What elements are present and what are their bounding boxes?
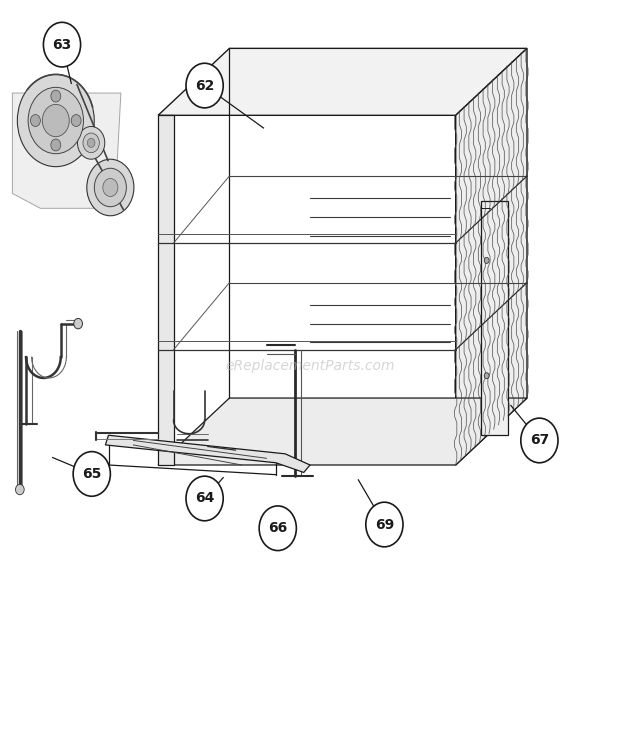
Circle shape [186, 63, 223, 108]
Text: 63: 63 [52, 38, 72, 51]
Circle shape [74, 318, 82, 329]
Circle shape [484, 373, 489, 379]
Circle shape [259, 506, 296, 551]
Polygon shape [158, 48, 527, 115]
Circle shape [484, 257, 489, 263]
Text: 65: 65 [82, 467, 102, 481]
Circle shape [366, 502, 403, 547]
Polygon shape [456, 48, 527, 465]
Text: 69: 69 [374, 518, 394, 531]
Text: 67: 67 [529, 434, 549, 447]
Polygon shape [158, 115, 174, 465]
Circle shape [28, 87, 84, 154]
Text: 62: 62 [195, 79, 215, 92]
Circle shape [17, 74, 94, 167]
Circle shape [30, 115, 40, 126]
Circle shape [43, 22, 81, 67]
Circle shape [73, 452, 110, 496]
Circle shape [51, 90, 61, 102]
Text: eReplacementParts.com: eReplacementParts.com [225, 359, 395, 373]
Circle shape [83, 133, 99, 153]
Text: 66: 66 [268, 522, 288, 535]
Polygon shape [158, 398, 527, 465]
Text: 64: 64 [195, 492, 215, 505]
Circle shape [42, 104, 69, 137]
Circle shape [521, 418, 558, 463]
Polygon shape [105, 435, 310, 472]
Polygon shape [12, 93, 121, 208]
Circle shape [94, 168, 126, 207]
Circle shape [71, 115, 81, 126]
Circle shape [87, 159, 134, 216]
Circle shape [87, 138, 95, 147]
Circle shape [16, 484, 24, 495]
Circle shape [78, 126, 105, 159]
Circle shape [186, 476, 223, 521]
Polygon shape [480, 201, 508, 435]
Circle shape [103, 179, 118, 196]
Circle shape [51, 139, 61, 151]
